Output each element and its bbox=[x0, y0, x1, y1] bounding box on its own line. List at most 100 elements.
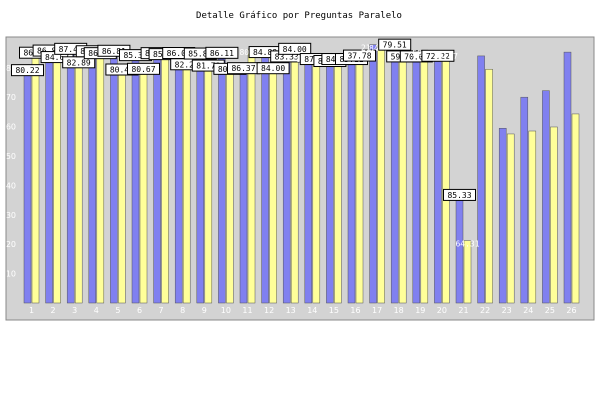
data-label-box bbox=[127, 62, 160, 75]
data-label-text: 86.37 bbox=[231, 64, 255, 73]
bar-series-2 bbox=[550, 126, 558, 304]
bar-series-2 bbox=[269, 64, 277, 304]
bar-series-2 bbox=[334, 55, 342, 304]
bar-series-1 bbox=[390, 41, 399, 304]
x-tick-label: 8 bbox=[180, 306, 185, 315]
data-label-box bbox=[205, 46, 239, 59]
data-label: 85.33 bbox=[443, 188, 476, 201]
data-label: 37.78 bbox=[343, 49, 376, 62]
bar-series-1 bbox=[477, 55, 485, 304]
bar-series-1 bbox=[520, 96, 529, 304]
bar-series-1 bbox=[88, 47, 97, 304]
bar-series-2 bbox=[182, 61, 191, 304]
y-axis: 10 20 30 40 50 60 70 80 bbox=[6, 64, 16, 279]
bar-series-2 bbox=[118, 66, 126, 304]
data-label-text: 64.31 bbox=[455, 240, 479, 249]
data-label-box bbox=[443, 188, 476, 201]
data-label-text: 79.51 bbox=[383, 41, 407, 50]
x-tick-label: 22 bbox=[480, 306, 490, 315]
data-labels: 80.2286.1586.8884.6787.4782.8986.6586.00… bbox=[11, 38, 480, 249]
data-label: 86.11 bbox=[205, 46, 239, 59]
bar-series-1 bbox=[369, 44, 377, 304]
bar-series-2 bbox=[290, 45, 299, 304]
data-label-box bbox=[278, 42, 312, 55]
data-label-text: 84.67 bbox=[45, 53, 69, 62]
x-tick-label: 3 bbox=[72, 306, 77, 315]
bar-series-1 bbox=[153, 49, 161, 304]
data-label-text: 37.78 bbox=[347, 52, 371, 61]
bar-series-1 bbox=[542, 90, 550, 304]
data-label-text: 81.78 bbox=[196, 62, 220, 71]
x-tick-label: 1 bbox=[29, 306, 34, 315]
y-tick-label: 20 bbox=[6, 240, 16, 249]
data-label: 72.22 bbox=[421, 49, 455, 62]
bar-series-2 bbox=[96, 49, 105, 304]
bar-series-1 bbox=[23, 66, 32, 304]
x-tick-label: 4 bbox=[94, 306, 99, 315]
data-label: 84.00 bbox=[256, 62, 290, 75]
data-label-text: 87.47 bbox=[59, 45, 83, 54]
x-tick-label: 13 bbox=[286, 306, 296, 315]
x-tick-label: 9 bbox=[202, 306, 207, 315]
bar-series-1 bbox=[239, 64, 248, 304]
data-label-box bbox=[256, 62, 290, 75]
x-tick-label: 20 bbox=[437, 306, 447, 315]
bar-series-1 bbox=[261, 48, 269, 304]
data-label-text: 80.44 bbox=[110, 66, 134, 75]
x-tick-label: 26 bbox=[566, 306, 576, 315]
data-label-text: 70.00 bbox=[404, 52, 428, 61]
bar-series-2 bbox=[485, 68, 493, 304]
bar-series-2 bbox=[355, 52, 364, 304]
bar-series-1 bbox=[196, 50, 205, 304]
data-label-text: 84.89 bbox=[253, 48, 277, 57]
data-label: 86.37 bbox=[227, 62, 260, 75]
x-tick-label: 23 bbox=[502, 306, 512, 315]
bar-series-2 bbox=[398, 53, 407, 304]
x-tick-label: 15 bbox=[329, 306, 339, 315]
x-tick-label: 17 bbox=[372, 306, 382, 315]
y-tick-label: 30 bbox=[6, 211, 16, 220]
data-label: 80.22 bbox=[11, 64, 44, 77]
data-label-text: 80.22 bbox=[15, 66, 39, 75]
x-tick-label: 12 bbox=[264, 306, 274, 315]
bar-series-2 bbox=[463, 240, 472, 304]
x-tick-label: 2 bbox=[51, 306, 56, 315]
data-label-text: 80.67 bbox=[131, 65, 155, 74]
bar-series-1 bbox=[282, 53, 291, 304]
x-tick-label: 24 bbox=[523, 306, 533, 315]
data-label: 80.67 bbox=[127, 62, 160, 75]
bar-series-1 bbox=[304, 55, 313, 304]
bar-series-2 bbox=[204, 62, 213, 304]
x-tick-label: 18 bbox=[394, 306, 404, 315]
data-label-text: 82.22 bbox=[175, 60, 199, 69]
bar-series-1 bbox=[131, 51, 140, 304]
data-label-text: 82.89 bbox=[67, 58, 91, 67]
bar-series-2 bbox=[420, 49, 429, 304]
bar-series-2 bbox=[312, 55, 321, 304]
y-tick-label: 10 bbox=[6, 270, 16, 279]
data-label-text: 84.00 bbox=[261, 64, 285, 73]
x-tick-label: 16 bbox=[350, 306, 360, 315]
data-label-box bbox=[11, 64, 44, 77]
data-label-box bbox=[378, 38, 412, 51]
data-label-text: 83.33 bbox=[275, 52, 299, 61]
bar-series-2 bbox=[247, 48, 256, 304]
bar-series-1 bbox=[412, 53, 421, 304]
x-tick-label: 5 bbox=[115, 306, 120, 315]
x-tick-label: 7 bbox=[159, 306, 164, 315]
data-label-text: 85.33 bbox=[123, 51, 147, 60]
chart-title: Detalle Gráfico por Preguntas Paralelo bbox=[196, 11, 402, 21]
data-label-text: 86.81 bbox=[102, 47, 126, 56]
bar-series-2 bbox=[506, 133, 515, 304]
bar-series-2 bbox=[528, 130, 537, 304]
bar-series-2 bbox=[226, 65, 234, 304]
data-label-text: 84.00 bbox=[283, 45, 307, 54]
data-label: 84.00 bbox=[278, 42, 312, 55]
y-tick-label: 80 bbox=[6, 64, 16, 73]
x-tick-label: 6 bbox=[137, 306, 142, 315]
x-tick-label: 21 bbox=[458, 306, 468, 315]
bar-series-1 bbox=[110, 47, 118, 304]
y-tick-label: 70 bbox=[6, 93, 16, 102]
data-label-text: 21.23 bbox=[361, 44, 385, 53]
bar-series-2 bbox=[571, 113, 580, 304]
